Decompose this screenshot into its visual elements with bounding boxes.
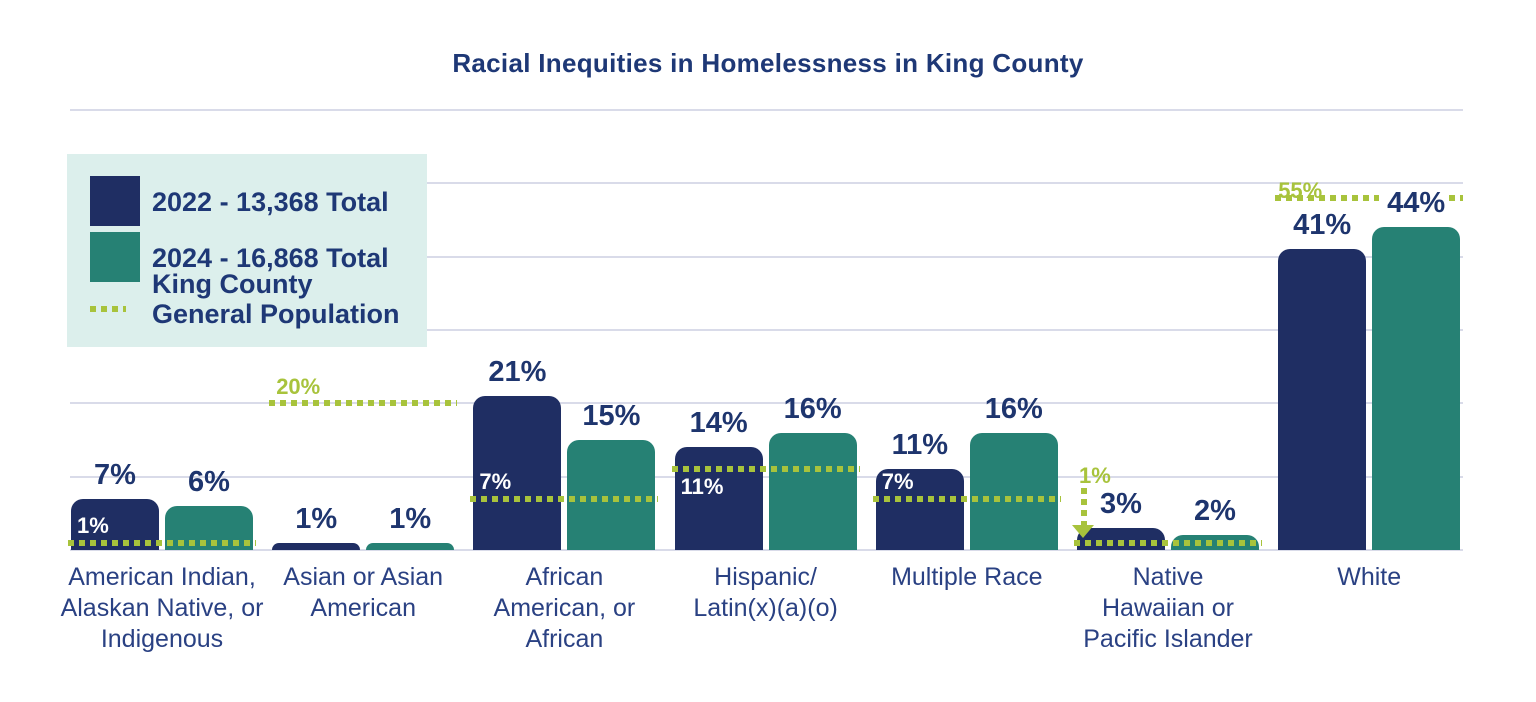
value-label-2022-category-0: 7% [94, 458, 136, 491]
category-label-2-line: African [525, 625, 604, 653]
gridline-50pct [70, 182, 1463, 185]
category-label-0-line: Alaskan Native, or [60, 594, 264, 622]
category-label-5: Native Hawaiian or Pacific Islander [1053, 562, 1283, 655]
genpop-line-3 [671, 466, 860, 473]
value-label-2022-category-6: 41% [1293, 209, 1352, 242]
legend-label-2024: 2024 - 16,868 Total [152, 243, 389, 273]
category-label-0-line: Indigenous [100, 625, 224, 653]
bar-2024-category-6 [1372, 227, 1461, 550]
bar-2024-category-3 [768, 432, 857, 550]
value-label-2024-category-0: 6% [188, 466, 230, 498]
value-label-2022-category-4: 11% [891, 429, 949, 462]
value-label-2022-category-3: 14% [689, 407, 748, 440]
genpop-label-6: 55% [1278, 178, 1323, 203]
category-label-5-line: Pacific Islander [1083, 625, 1253, 653]
genpop-label-0: 1% [77, 512, 109, 538]
category-label-4-line: Multiple Race [891, 563, 1043, 591]
genpop-label-3: 11% [680, 474, 724, 500]
value-label-2022-category-2: 21% [488, 356, 547, 388]
category-label-0-line: American Indian, [68, 563, 256, 591]
genpop-line-6-a [1275, 195, 1380, 201]
value-label-2022-category-1: 1% [295, 502, 338, 535]
category-label-6-line: White [1337, 563, 1402, 591]
bar-2024-category-4 [969, 432, 1058, 550]
genpop-line-4 [872, 495, 1061, 502]
category-label-4: Multiple Race [852, 562, 1082, 593]
gridline-40pct [70, 255, 1463, 258]
category-label-3: Hispanic/Latin(x)(a)(o) [651, 562, 881, 624]
genpop-arrow-down-icon [1072, 524, 1094, 538]
legend-label-general-population: King County General Population [152, 269, 422, 329]
category-label-1: Asian or Asian American [248, 562, 478, 624]
category-label-1-line: Asian or Asian [283, 563, 444, 591]
category-label-5-line: Hawaiian or [1101, 594, 1234, 622]
bar-2022-category-2 [473, 396, 562, 550]
value-label-2024-category-3: 16% [783, 392, 842, 425]
gridline-20pct [70, 402, 1463, 405]
category-label-2-line: American, or [493, 594, 636, 622]
genpop-line-1 [269, 400, 458, 407]
gridline-60pct [70, 109, 1463, 111]
category-label-5-line: Native [1132, 563, 1204, 591]
value-label-2024-category-1: 1% [389, 502, 432, 535]
bar-2022-category-3 [674, 447, 763, 550]
legend-swatch-2024 [90, 232, 140, 282]
category-label-2-line: African [525, 563, 604, 591]
gridline-0pct [70, 549, 1463, 551]
legend-label-general-population-line2: General Population [152, 299, 400, 329]
genpop-label-2: 7% [479, 468, 512, 494]
value-label-2024-category-5: 2% [1194, 495, 1236, 528]
category-label-2: African American, or African [449, 562, 679, 655]
bar-2024-category-2 [567, 440, 656, 550]
bar-2022-category-4 [875, 469, 964, 550]
genpop-line-0 [68, 539, 256, 546]
bar-2022-category-1 [272, 542, 361, 550]
legend-swatch-2022 [90, 176, 140, 226]
value-label-2024-category-4: 16% [984, 392, 1043, 425]
value-label-2024-category-6: 44% [1387, 187, 1446, 220]
bar-2022-category-6 [1278, 249, 1367, 550]
genpop-label-4: 7% [881, 468, 914, 494]
value-label-2022-category-5: 3% [1100, 488, 1142, 520]
category-label-6: White [1254, 562, 1484, 593]
category-label-3-line: Hispanic/ [714, 563, 817, 591]
bar-2024-category-1 [366, 542, 455, 550]
legend-label-2022: 2022 - 13,368 Total [152, 187, 389, 217]
genpop-label-1: 20% [276, 374, 321, 400]
gridline-30pct [70, 329, 1463, 331]
value-label-2024-category-2: 15% [582, 400, 641, 432]
genpop-line-5 [1074, 539, 1262, 546]
genpop-line-6-b [1449, 195, 1463, 201]
genpop-label-5: 1% [1079, 462, 1111, 488]
category-label-1-line: American [310, 594, 416, 622]
legend-dotted-line-swatch [90, 306, 126, 312]
genpop-arrow-line-5 [1081, 487, 1087, 525]
legend: 2022 - 13,368 Total 2024 - 16,868 Total … [67, 154, 427, 347]
gridline-10pct [70, 475, 1463, 478]
chart-title: Racial Inequities in Homelessness in Kin… [452, 48, 1084, 78]
legend-label-general-population-line1: King County [152, 269, 313, 299]
genpop-line-2 [470, 495, 659, 502]
category-label-3-line: Latin(x)(a)(o) [693, 594, 838, 622]
category-label-0: American Indian, Alaskan Native, or Indige… [47, 562, 277, 655]
